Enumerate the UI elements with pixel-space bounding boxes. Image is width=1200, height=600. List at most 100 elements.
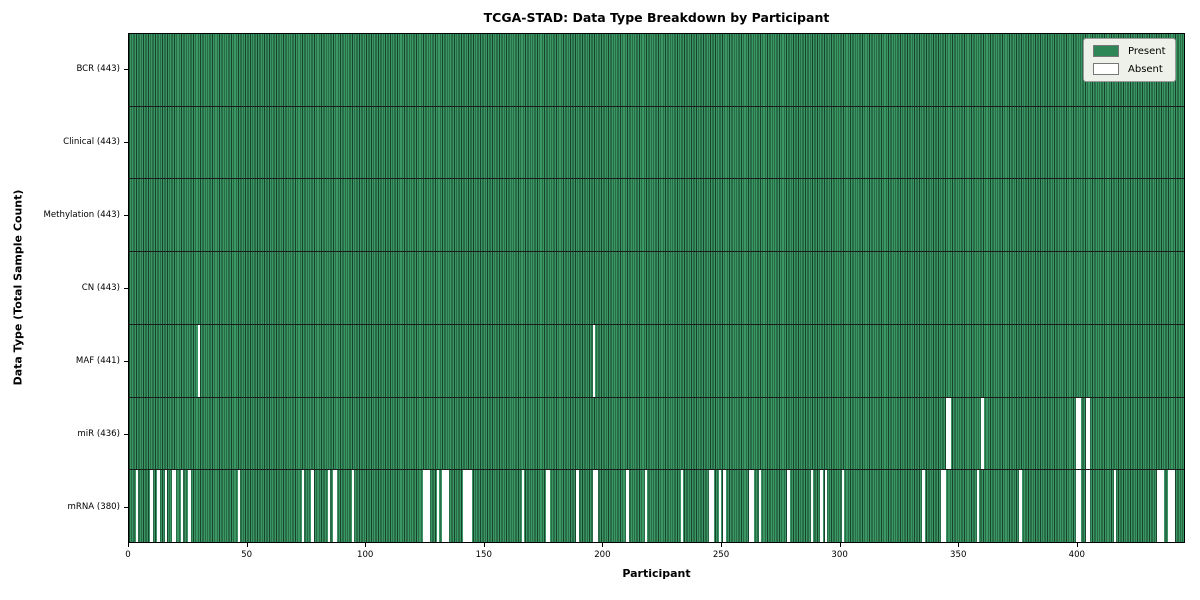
absent-stripe <box>446 470 449 543</box>
xtick-label-150: 150 <box>475 550 492 560</box>
absent-stripe <box>810 470 814 543</box>
absent-stripe <box>237 470 241 543</box>
absent-stripe <box>327 470 331 543</box>
ytick-mark <box>124 288 128 289</box>
xtick-mark <box>246 543 248 547</box>
xtick-label-50: 50 <box>241 550 253 560</box>
absent-stripe <box>545 470 551 543</box>
absent-stripe <box>820 470 823 543</box>
ytick-mark <box>124 360 128 362</box>
absent-stripe <box>718 470 721 543</box>
xtick-mark <box>721 543 723 547</box>
xtick-label-250: 250 <box>712 550 730 560</box>
absent-stripe <box>171 470 177 543</box>
absent-stripe <box>709 470 714 543</box>
row-Clinical <box>129 106 1184 180</box>
ytick-mark <box>124 433 128 435</box>
absent-stripe <box>181 470 184 543</box>
absent-stripe <box>462 470 473 543</box>
ytick-mark <box>124 506 128 508</box>
absent-stripe <box>427 470 430 543</box>
absent-stripe <box>157 470 160 543</box>
xtick-mark <box>365 543 367 547</box>
plot-area <box>128 33 1185 543</box>
absent-stripe <box>626 470 629 543</box>
row-MAF <box>129 324 1184 398</box>
absent-stripe <box>680 470 683 543</box>
absent-stripe <box>1113 470 1117 543</box>
absent-stripe <box>197 324 201 397</box>
ytick-mark <box>124 142 128 144</box>
ytick-mark <box>124 215 128 217</box>
row-BCR <box>129 34 1184 107</box>
xtick-label-100: 100 <box>357 550 374 560</box>
absent-stripe <box>301 470 305 543</box>
absent-stripe <box>522 470 525 543</box>
absent-stripe <box>825 470 828 543</box>
absent-stripe <box>593 470 598 543</box>
absent-stripe <box>723 470 726 543</box>
absent-stripe <box>1085 470 1091 543</box>
absent-stripe <box>593 324 596 397</box>
ytick-label-CN: CN (443) <box>81 283 120 293</box>
absent-stripe <box>1161 470 1164 543</box>
absent-stripe <box>422 470 428 543</box>
ytick-label-BCR: BCR (443) <box>76 64 120 75</box>
absent-stripe <box>351 470 354 543</box>
absent-stripe <box>136 470 139 543</box>
ytick-label-MAF: MAF (441) <box>75 355 120 366</box>
absent-stripe <box>441 470 447 543</box>
xtick-mark <box>1076 543 1078 547</box>
chart-title: TCGA-STAD: Data Type Breakdown by Partic… <box>483 10 830 25</box>
absent-stripe <box>758 470 762 543</box>
absent-stripe <box>188 470 191 543</box>
ytick-label-Clinical: Clinical (443) <box>63 137 120 148</box>
ytick-label-mRNA: mRNA (380) <box>67 501 121 512</box>
xtick-label-0: 0 <box>125 550 131 560</box>
legend-label-absent: Absent <box>1128 63 1163 75</box>
legend-swatch-present-icon <box>1093 45 1119 57</box>
absent-stripe <box>1076 397 1081 470</box>
absent-stripe <box>1156 470 1162 543</box>
xtick-mark <box>958 543 960 547</box>
absent-stripe <box>976 470 979 543</box>
legend: Present Absent <box>1083 38 1176 82</box>
xtick-label-400: 400 <box>1068 550 1086 560</box>
legend-entry-present: Present <box>1093 45 1166 57</box>
xtick-label-300: 300 <box>831 550 848 560</box>
xtick-label-350: 350 <box>950 550 967 560</box>
legend-label-present: Present <box>1128 45 1166 57</box>
absent-stripe <box>841 470 844 543</box>
absent-stripe <box>1168 470 1176 543</box>
absent-stripe <box>576 470 579 543</box>
absent-stripe <box>150 470 153 543</box>
absent-stripe <box>436 470 440 543</box>
row-mRNA <box>129 470 1184 543</box>
absent-stripe <box>945 397 951 470</box>
absent-stripe <box>1076 470 1081 543</box>
xtick-label-200: 200 <box>594 550 611 560</box>
absent-stripe <box>332 470 338 543</box>
absent-stripe <box>941 470 946 543</box>
legend-entry-absent: Absent <box>1093 63 1166 75</box>
absent-stripe <box>311 470 314 543</box>
ytick-label-Methylation: Methylation (443) <box>43 210 120 221</box>
absent-stripe <box>787 470 790 543</box>
row-CN <box>129 252 1184 325</box>
x-axis-label: Participant <box>622 567 691 580</box>
ytick-mark <box>124 69 128 71</box>
xtick-mark <box>839 543 841 547</box>
row-Methylation <box>129 179 1184 253</box>
xtick-mark <box>483 543 485 547</box>
absent-stripe <box>1085 397 1091 470</box>
absent-stripe <box>749 470 755 543</box>
ytick-label-miR: miR (436) <box>77 428 120 439</box>
legend-swatch-absent-icon <box>1093 63 1119 75</box>
absent-stripe <box>164 470 167 543</box>
row-miR <box>129 397 1184 471</box>
absent-stripe <box>981 397 984 470</box>
absent-stripe <box>1019 470 1022 543</box>
absent-stripe <box>645 470 648 543</box>
xtick-mark <box>602 543 604 547</box>
